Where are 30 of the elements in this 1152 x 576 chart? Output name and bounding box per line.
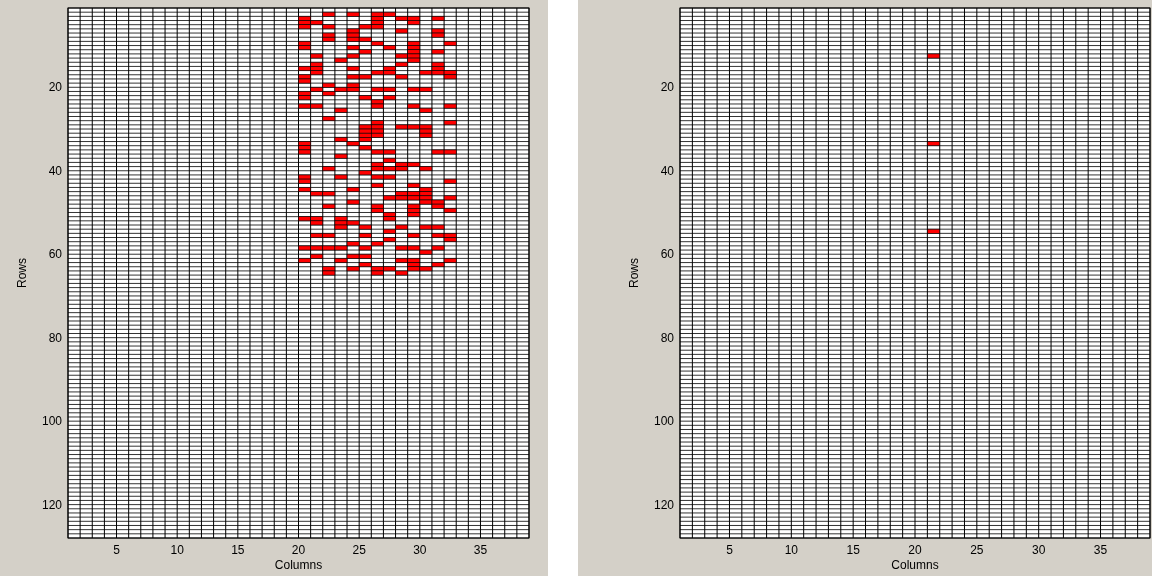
x-tick-label: 25 <box>352 543 367 557</box>
y-tick-label: 100 <box>653 414 675 429</box>
y-tick-label: 40 <box>660 163 675 178</box>
x-tick-label: 30 <box>413 543 427 557</box>
y-tick-label: 100 <box>41 414 63 429</box>
x-tick-label: 5 <box>726 543 734 557</box>
x-axis-title: Columns <box>274 558 323 572</box>
x-tick-label: 20 <box>291 543 306 557</box>
x-tick-label: 30 <box>1032 543 1046 557</box>
x-tick-label: 5 <box>113 543 121 557</box>
x-tick-label: 20 <box>908 543 922 557</box>
y-tick-label: 60 <box>48 247 63 262</box>
x-tick-label: 10 <box>170 543 185 557</box>
y-axis-title: Rows <box>627 257 641 289</box>
x-tick-label: 35 <box>473 543 488 557</box>
x-axis-title: Columns <box>891 558 939 572</box>
y-tick-label: 40 <box>48 163 63 178</box>
x-tick-label: 15 <box>846 543 861 557</box>
y-tick-label: 20 <box>48 80 63 95</box>
y-tick-label: 120 <box>41 497 63 512</box>
x-tick-label: 15 <box>231 543 245 557</box>
y-axis-title: Rows <box>15 257 29 289</box>
x-tick-label: 35 <box>1093 543 1108 557</box>
y-tick-label: 20 <box>660 80 675 95</box>
y-tick-label: 80 <box>660 330 675 345</box>
y-tick-label: 60 <box>660 247 675 262</box>
x-tick-label: 25 <box>970 543 984 557</box>
y-tick-label: 80 <box>48 330 63 345</box>
y-tick-label: 120 <box>653 497 675 512</box>
x-tick-label: 10 <box>784 543 799 557</box>
